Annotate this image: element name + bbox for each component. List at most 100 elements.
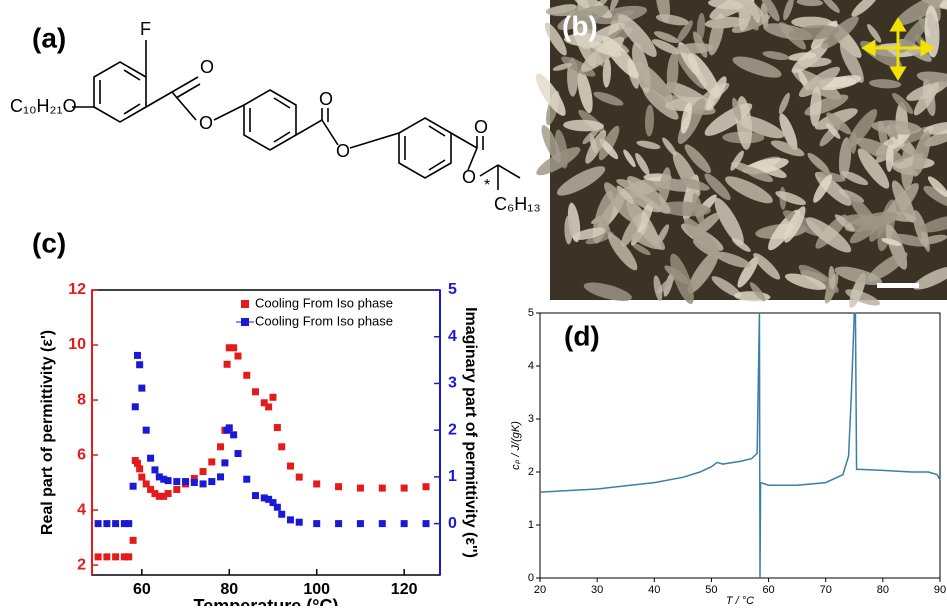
crystal-domain — [711, 276, 742, 298]
bond — [273, 97, 291, 109]
data-point — [400, 520, 408, 528]
data-point — [252, 388, 260, 396]
crystal-domain — [809, 86, 822, 127]
crystal-domain — [762, 51, 790, 61]
crystal-domain — [653, 31, 679, 43]
data-point — [230, 344, 238, 352]
x-tick-label: 30 — [591, 584, 603, 596]
data-point — [103, 520, 111, 528]
crystal-domain — [585, 130, 607, 164]
data-point — [182, 478, 190, 486]
crystal-domain — [616, 185, 634, 204]
data-point — [422, 483, 430, 491]
crystal-domain — [784, 206, 806, 243]
y2-tick-label: 5 — [448, 281, 457, 298]
y-tick-label: 12 — [68, 281, 86, 298]
data-point — [136, 465, 144, 473]
crystal-domain — [923, 185, 947, 210]
crystal-domain — [899, 17, 928, 54]
y-tick-label: 8 — [77, 391, 86, 408]
atom-label: O — [474, 117, 488, 137]
crystal-domain — [807, 152, 830, 174]
molecule — [72, 40, 521, 190]
crystal-domain — [599, 138, 619, 160]
data-point — [208, 458, 216, 466]
y2-tick-label: 4 — [448, 328, 457, 345]
atom-label: C₆H₁₃ — [494, 194, 541, 214]
crystal-domain — [923, 121, 947, 135]
crystal-domain — [783, 0, 794, 21]
data-point — [125, 520, 133, 528]
bond — [123, 103, 141, 115]
y2-tick-label: 3 — [448, 375, 457, 392]
crystal-domain — [655, 0, 670, 23]
arrow-head — [861, 39, 876, 57]
y-tick-label: 0 — [528, 572, 534, 584]
crystal-domain — [796, 0, 824, 7]
data-point — [286, 516, 294, 524]
x-axis-label: T / °C — [726, 595, 754, 606]
crystal-domain — [593, 91, 624, 106]
crystal-domain — [577, 69, 593, 114]
data-point — [378, 520, 386, 528]
crystal-domain — [687, 250, 719, 294]
x-tick-label: 70 — [820, 584, 832, 596]
crystal-domain — [651, 39, 680, 55]
panel-label: (d) — [564, 320, 600, 351]
data-point — [147, 454, 155, 462]
crystal-domain — [582, 127, 600, 145]
data-point — [269, 393, 277, 401]
data-point — [103, 553, 111, 561]
y-tick-label: 5 — [528, 307, 534, 319]
crystal-domain — [760, 0, 780, 22]
data-point — [230, 431, 238, 439]
atom-label: C₁₀H₂₁O — [10, 96, 77, 116]
data-point — [225, 344, 233, 352]
data-point — [265, 403, 273, 411]
data-point — [265, 495, 273, 503]
crystal-domain — [635, 152, 650, 176]
crystal-domain — [821, 0, 840, 13]
crystal-domain — [731, 237, 751, 252]
data-point — [223, 360, 231, 368]
crystal-domain — [798, 66, 840, 98]
data-point — [155, 473, 163, 481]
data-point — [208, 478, 216, 486]
crystal-domain — [871, 120, 922, 135]
atom-label: O — [200, 57, 214, 77]
data-point — [131, 403, 139, 411]
crystal-domain — [850, 131, 857, 154]
y-tick-label: 2 — [77, 556, 86, 573]
crystal-domain — [826, 112, 852, 135]
crystal-domain — [778, 92, 790, 115]
atom-label: O — [336, 141, 350, 161]
crystal-domain — [732, 56, 782, 78]
crystal-domain — [707, 0, 744, 10]
crystal-domain — [737, 256, 759, 288]
y2-tick-label: 0 — [448, 515, 457, 532]
crystal-domain — [642, 87, 679, 120]
crystal-domain — [623, 149, 636, 168]
y2-tick-label: 1 — [448, 468, 457, 485]
data-point — [199, 480, 207, 488]
bond — [171, 76, 199, 93]
y2-tick-label: 2 — [448, 421, 457, 438]
data-point — [295, 473, 303, 481]
crystal-domain — [916, 71, 947, 88]
data-point — [295, 518, 303, 526]
y-tick-label: 10 — [68, 336, 86, 353]
legend-marker — [241, 318, 249, 326]
crystal-domain — [892, 92, 914, 114]
x-tick-label: 120 — [391, 581, 418, 598]
atom-label: O — [199, 113, 213, 133]
bond — [467, 147, 478, 171]
crystal-domain — [696, 12, 706, 42]
micrograph — [535, 0, 947, 308]
crystal-domain — [730, 150, 744, 171]
bond — [497, 164, 521, 179]
data-point — [243, 475, 251, 483]
data-point — [269, 499, 277, 507]
crystal-domain — [604, 182, 636, 223]
data-point — [155, 492, 163, 500]
crystal-domain — [675, 42, 714, 54]
